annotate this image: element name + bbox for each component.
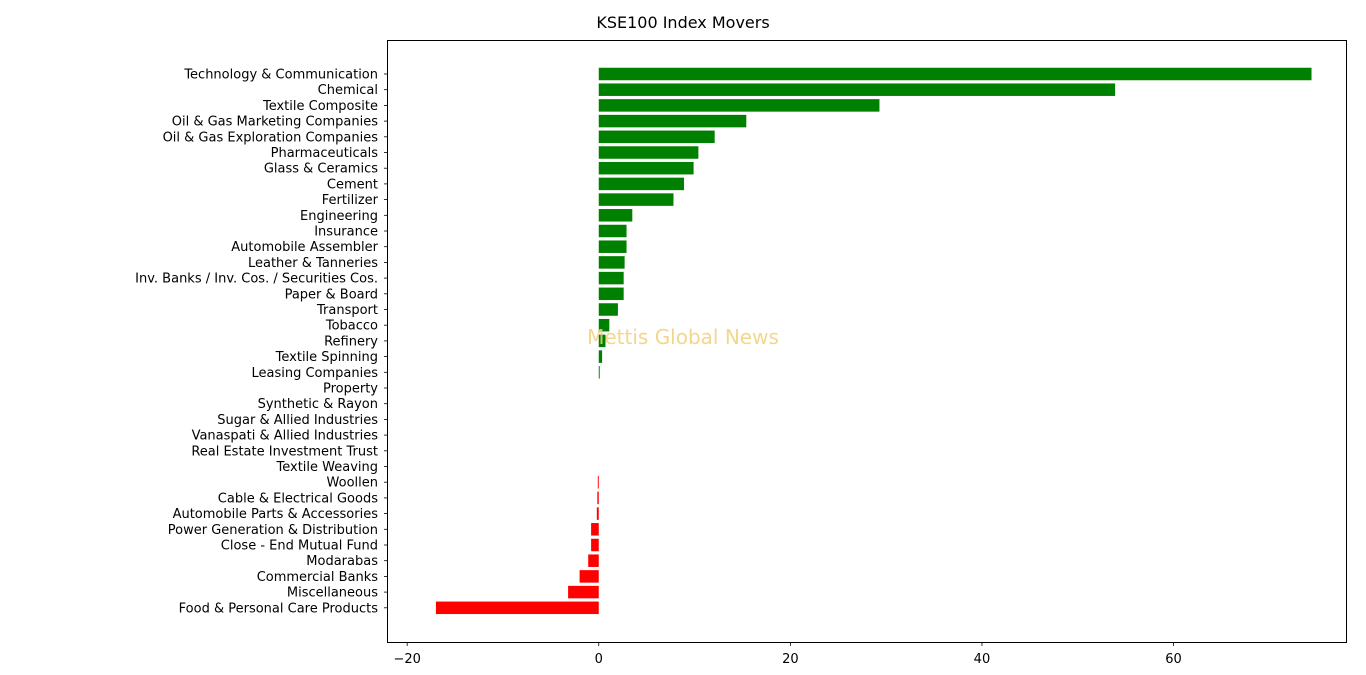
- y-tick-label: Textile Composite: [262, 99, 378, 114]
- y-tick-label: Leather & Tanneries: [248, 256, 378, 271]
- y-tick-label: Property: [323, 382, 378, 397]
- y-axis: Technology & CommunicationChemicalTextil…: [135, 68, 388, 616]
- bar: [568, 585, 599, 599]
- y-tick-label: Commercial Banks: [257, 570, 379, 585]
- bar: [598, 334, 606, 348]
- bar: [598, 114, 747, 128]
- bar: [435, 601, 599, 615]
- x-tick-label: 20: [782, 652, 799, 667]
- y-tick-label: Real Estate Investment Trust: [191, 444, 378, 459]
- bar: [579, 570, 599, 583]
- y-tick-label: Engineering: [300, 209, 378, 224]
- bar: [597, 475, 599, 489]
- bar: [598, 161, 694, 175]
- bar: [598, 240, 627, 253]
- y-tick-label: Close - End Mutual Fund: [221, 539, 378, 554]
- y-tick-label: Oil & Gas Marketing Companies: [172, 115, 378, 130]
- bar: [598, 287, 624, 301]
- y-tick-label: Synthetic & Rayon: [258, 397, 378, 412]
- bar: [598, 177, 685, 191]
- bar: [591, 538, 599, 552]
- bar: [598, 130, 715, 144]
- bar: [598, 83, 1116, 96]
- bar: [598, 256, 625, 269]
- y-tick-label: Sugar & Allied Industries: [217, 413, 378, 428]
- bar: [598, 146, 699, 159]
- bar: [598, 318, 610, 332]
- y-tick-label: Tobacco: [325, 319, 378, 334]
- y-tick-label: Automobile Assembler: [231, 240, 378, 255]
- y-tick-label: Refinery: [324, 334, 378, 349]
- y-tick-label: Textile Weaving: [276, 460, 379, 475]
- y-tick-label: Cable & Electrical Goods: [218, 491, 378, 506]
- y-tick-label: Chemical: [318, 83, 378, 98]
- y-tick-label: Miscellaneous: [287, 586, 378, 601]
- bar: [598, 99, 880, 112]
- bar: [598, 193, 674, 206]
- x-tick-label: 40: [974, 652, 991, 667]
- y-tick-label: Insurance: [314, 225, 378, 240]
- y-tick-label: Textile Spinning: [275, 350, 378, 365]
- chart-title: KSE100 Index Movers: [596, 13, 769, 32]
- bar: [598, 209, 633, 222]
- y-tick-label: Glass & Ceramics: [264, 162, 378, 177]
- bar: [596, 507, 599, 520]
- x-tick-label: 0: [595, 652, 603, 667]
- y-tick-label: Modarabas: [306, 554, 378, 569]
- bar: [598, 67, 1312, 81]
- bar: [591, 523, 599, 536]
- y-tick-label: Food & Personal Care Products: [179, 601, 379, 616]
- bar: [598, 271, 624, 285]
- y-tick-label: Transport: [316, 303, 378, 318]
- bar: [598, 303, 618, 316]
- bar: [597, 491, 599, 505]
- y-tick-label: Leasing Companies: [251, 366, 378, 381]
- y-tick-label: Automobile Parts & Accessories: [173, 507, 379, 522]
- bars-layer: [435, 67, 1312, 615]
- y-tick-label: Paper & Board: [285, 287, 378, 302]
- bar: [598, 366, 600, 379]
- y-tick-label: Woollen: [327, 476, 378, 491]
- y-tick-label: Pharmaceuticals: [271, 146, 379, 161]
- y-tick-label: Vanaspati & Allied Industries: [192, 429, 379, 444]
- y-tick-label: Cement: [327, 177, 378, 192]
- x-tick-label: 60: [1165, 652, 1182, 667]
- y-tick-label: Fertilizer: [322, 193, 379, 208]
- y-tick-label: Inv. Banks / Inv. Cos. / Securities Cos.: [135, 272, 378, 287]
- y-tick-label: Power Generation & Distribution: [168, 523, 378, 538]
- y-tick-label: Oil & Gas Exploration Companies: [163, 130, 379, 145]
- bar: [598, 224, 627, 238]
- watermark: Mettis Global News: [587, 325, 779, 349]
- plot-frame: [387, 40, 1347, 643]
- x-tick-label: −20: [393, 652, 420, 667]
- y-tick-label: Technology & Communication: [183, 68, 378, 83]
- bar: [588, 554, 599, 567]
- x-axis: −20 0 20 40 60: [393, 642, 1182, 667]
- bar: [598, 350, 603, 363]
